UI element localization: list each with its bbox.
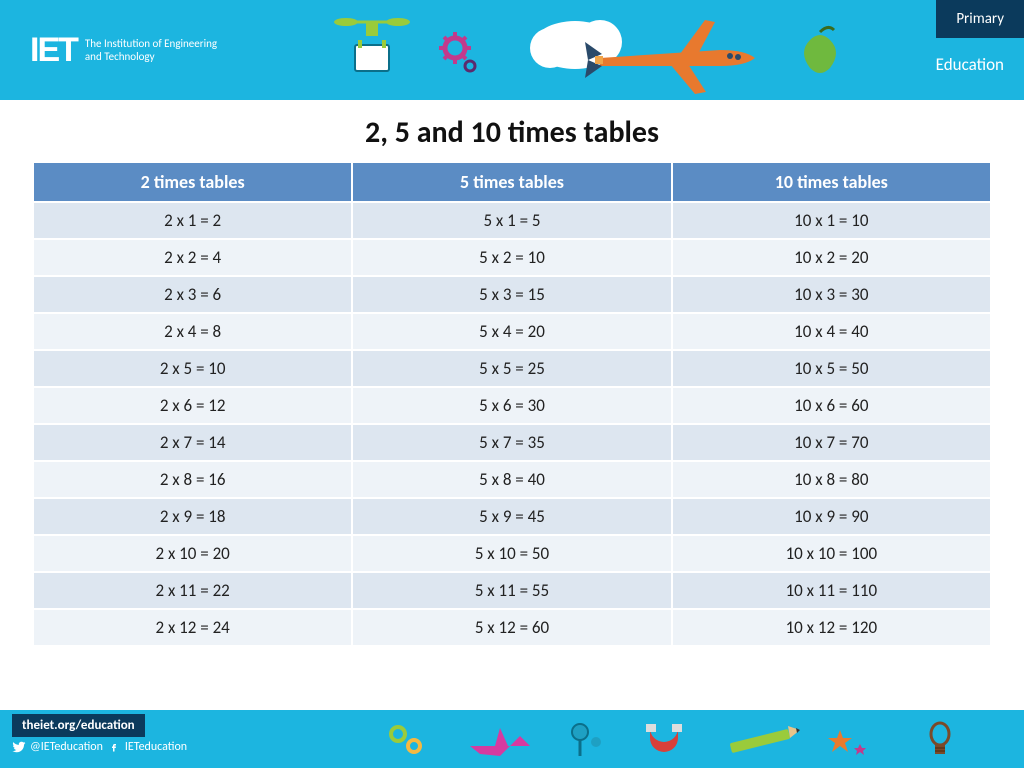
twitter-icon (12, 740, 26, 754)
table-cell: 5 x 3 = 15 (352, 276, 671, 313)
table-row: 2 x 11 = 225 x 11 = 5510 x 11 = 110 (33, 572, 991, 609)
table-header-cell: 10 times tables (672, 162, 991, 202)
table-cell: 10 x 4 = 40 (672, 313, 991, 350)
gears-icon (391, 727, 420, 752)
table-cell: 5 x 1 = 5 (352, 202, 671, 239)
pin-icon (572, 724, 601, 756)
table-header-cell: 2 times tables (33, 162, 352, 202)
gear-icon (439, 32, 475, 71)
table-cell: 10 x 6 = 60 (672, 387, 991, 424)
header-decorative-icons (300, 0, 900, 100)
pencil-icon (730, 726, 800, 753)
drone-icon (334, 18, 410, 71)
table-row: 2 x 9 = 185 x 9 = 4510 x 9 = 90 (33, 498, 991, 535)
table-cell: 5 x 7 = 35 (352, 424, 671, 461)
primary-badge: Primary (936, 0, 1024, 38)
pink-plane-icon (470, 728, 530, 756)
page-title: 2, 5 and 10 times tables (0, 114, 1024, 151)
iet-logo-mark: IET (30, 31, 77, 70)
table-cell: 10 x 2 = 20 (672, 239, 991, 276)
table-header-row: 2 times tables5 times tables10 times tab… (33, 162, 991, 202)
table-row: 2 x 1 = 25 x 1 = 510 x 1 = 10 (33, 202, 991, 239)
header-banner: IET The Institution of Engineering and T… (0, 0, 1024, 100)
table-cell: 2 x 7 = 14 (33, 424, 352, 461)
footer-decorative-icons (380, 716, 980, 762)
table-cell: 10 x 3 = 30 (672, 276, 991, 313)
table-cell: 5 x 6 = 30 (352, 387, 671, 424)
footer-url: theiet.org/education (12, 714, 145, 737)
apple-icon (804, 27, 836, 73)
magnet-icon (646, 724, 682, 752)
table-cell: 5 x 2 = 10 (352, 239, 671, 276)
iet-logo: IET The Institution of Engineering and T… (30, 31, 225, 70)
table-cell: 10 x 5 = 50 (672, 350, 991, 387)
education-label: Education (936, 54, 1004, 75)
table-row: 2 x 6 = 125 x 6 = 3010 x 6 = 60 (33, 387, 991, 424)
table-cell: 10 x 1 = 10 (672, 202, 991, 239)
table-cell: 2 x 4 = 8 (33, 313, 352, 350)
footer-banner: theiet.org/education @IETeducation IETed… (0, 710, 1024, 768)
table-row: 2 x 5 = 105 x 5 = 2510 x 5 = 50 (33, 350, 991, 387)
table-cell: 5 x 10 = 50 (352, 535, 671, 572)
table-cell: 2 x 1 = 2 (33, 202, 352, 239)
star-icon (828, 730, 866, 755)
table-row: 2 x 2 = 45 x 2 = 1010 x 2 = 20 (33, 239, 991, 276)
table-row: 2 x 7 = 145 x 7 = 3510 x 7 = 70 (33, 424, 991, 461)
table-cell: 2 x 3 = 6 (33, 276, 352, 313)
table-row: 2 x 3 = 65 x 3 = 1510 x 3 = 30 (33, 276, 991, 313)
table-cell: 2 x 10 = 20 (33, 535, 352, 572)
table-header-cell: 5 times tables (352, 162, 671, 202)
table-cell: 5 x 9 = 45 (352, 498, 671, 535)
table-cell: 10 x 8 = 80 (672, 461, 991, 498)
table-cell: 2 x 12 = 24 (33, 609, 352, 646)
table-cell: 2 x 8 = 16 (33, 461, 352, 498)
table-cell: 2 x 11 = 22 (33, 572, 352, 609)
footer-social: @IETeducation IETeducation (12, 740, 187, 754)
table-cell: 5 x 12 = 60 (352, 609, 671, 646)
table-body: 2 x 1 = 25 x 1 = 510 x 1 = 102 x 2 = 45 … (33, 202, 991, 646)
table-cell: 2 x 5 = 10 (33, 350, 352, 387)
table-cell: 5 x 8 = 40 (352, 461, 671, 498)
table-row: 2 x 10 = 205 x 10 = 5010 x 10 = 100 (33, 535, 991, 572)
table-row: 2 x 8 = 165 x 8 = 4010 x 8 = 80 (33, 461, 991, 498)
table-cell: 2 x 9 = 18 (33, 498, 352, 535)
table-cell: 10 x 12 = 120 (672, 609, 991, 646)
table-cell: 2 x 6 = 12 (33, 387, 352, 424)
table-row: 2 x 12 = 245 x 12 = 6010 x 12 = 120 (33, 609, 991, 646)
table-cell: 5 x 5 = 25 (352, 350, 671, 387)
table-row: 2 x 4 = 85 x 4 = 2010 x 4 = 40 (33, 313, 991, 350)
times-tables: 2 times tables5 times tables10 times tab… (32, 161, 992, 647)
table-cell: 10 x 7 = 70 (672, 424, 991, 461)
table-cell: 2 x 2 = 4 (33, 239, 352, 276)
facebook-icon (107, 740, 121, 754)
footer-facebook-handle: IETeducation (125, 740, 187, 754)
table-cell: 10 x 10 = 100 (672, 535, 991, 572)
iet-logo-tagline: The Institution of Engineering and Techn… (85, 37, 225, 63)
footer-twitter-handle: @IETeducation (30, 740, 103, 754)
table-cell: 10 x 11 = 110 (672, 572, 991, 609)
table-cell: 10 x 9 = 90 (672, 498, 991, 535)
table-cell: 5 x 4 = 20 (352, 313, 671, 350)
bulb-icon (931, 723, 949, 754)
table-cell: 5 x 11 = 55 (352, 572, 671, 609)
